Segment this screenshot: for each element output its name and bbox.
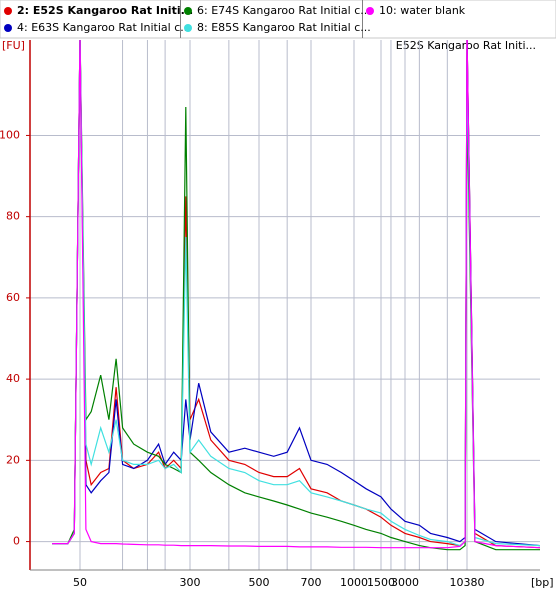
legend-swatch — [4, 24, 12, 32]
x-tick-label: 3000 — [391, 576, 419, 589]
x-tick-label: 50 — [73, 576, 87, 589]
trace — [52, 40, 540, 547]
grid — [30, 40, 540, 570]
plot-lines — [52, 40, 540, 551]
trace — [52, 40, 540, 549]
legend-swatch — [366, 7, 374, 15]
legend-label: 4: E63S Kangaroo Rat Initial c... — [17, 21, 191, 34]
legend-swatch — [4, 7, 12, 15]
y-tick-label: 40 — [6, 372, 20, 385]
x-tick-label: 1000 — [340, 576, 368, 589]
y-axis-label: [FU] — [2, 39, 25, 52]
y-tick-label: 80 — [6, 210, 20, 223]
x-tick-label: 700 — [301, 576, 322, 589]
x-tick-label: 300 — [180, 576, 201, 589]
y-tick-label: 0 — [13, 535, 20, 548]
y-tick-label: 60 — [6, 291, 20, 304]
x-axis-label: [bp] — [531, 576, 554, 589]
legend-label: 2: E52S Kangaroo Rat Initi... — [17, 4, 193, 17]
legend-label: 6: E74S Kangaroo Rat Initial c... — [197, 4, 371, 17]
legend-swatch — [184, 7, 192, 15]
legend-label: 10: water blank — [379, 4, 466, 17]
y-tick-label: 100 — [0, 128, 20, 141]
y-tick-label: 20 — [6, 453, 20, 466]
x-tick-label: 10380 — [450, 576, 485, 589]
trace — [52, 40, 540, 547]
chart-title: E52S Kangaroo Rat Initi... — [396, 39, 536, 52]
x-tick-label: 500 — [249, 576, 270, 589]
x-tick-label: 1500 — [367, 576, 395, 589]
legend-label: 8: E85S Kangaroo Rat Initial c... — [197, 21, 371, 34]
legend-swatch — [184, 24, 192, 32]
legend-panel — [0, 0, 556, 39]
